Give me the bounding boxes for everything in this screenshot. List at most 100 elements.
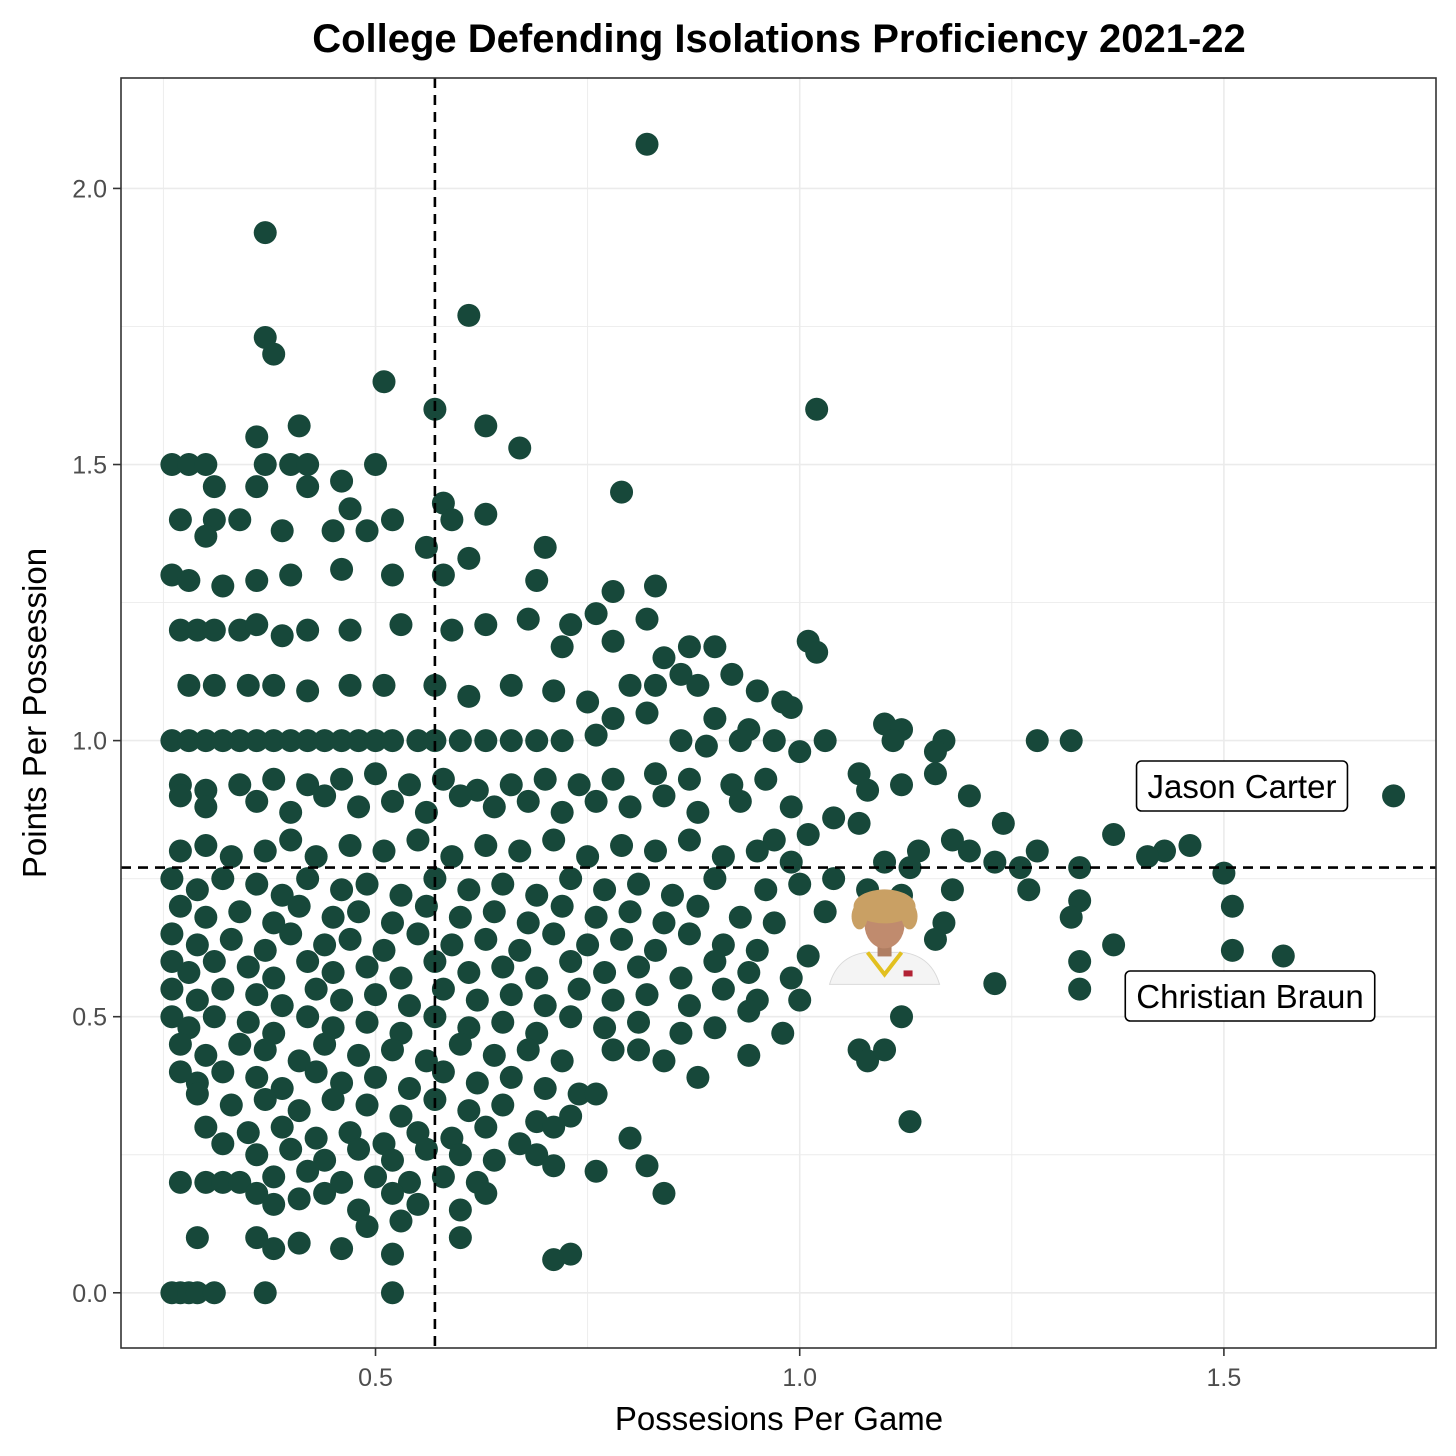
data-point [347,1043,371,1067]
data-point [610,480,634,504]
data-point [559,949,583,973]
data-point [431,977,455,1001]
data-point [228,900,252,924]
data-point [364,983,388,1007]
data-point [168,1170,192,1194]
data-point [330,767,354,791]
data-point [516,607,540,631]
data-point [330,1170,354,1194]
data-point [211,729,235,753]
data-point [338,927,362,951]
data-point [228,1032,252,1056]
data-point [440,618,464,642]
data-point [686,1065,710,1089]
annotation-label: Christian Braun [1124,970,1376,1022]
data-point [643,673,667,697]
data-point [635,607,659,631]
data-point [720,662,744,686]
data-point [923,740,947,764]
data-point [1102,822,1126,846]
data-point [559,1104,583,1128]
data-point [728,789,752,813]
data-point [474,729,498,753]
data-point [940,878,964,902]
data-point [822,806,846,830]
data-point [533,994,557,1018]
data-point [686,894,710,918]
data-point [211,977,235,1001]
data-point [287,1187,311,1211]
data-point [202,1281,226,1305]
data-point [559,1005,583,1029]
data-point [431,563,455,587]
data-point [593,961,617,985]
data-point [677,767,701,791]
data-point [762,911,786,935]
data-point [245,425,269,449]
data-point [185,1082,209,1106]
data-point [694,734,718,758]
data-point [499,1065,523,1089]
data-point [448,1143,472,1167]
data-point [380,563,404,587]
data-point [491,872,515,896]
data-point [499,983,523,1007]
data-point [652,784,676,808]
data-point [618,1126,642,1150]
data-point [330,988,354,1012]
data-point [168,1060,192,1084]
data-point [1017,878,1041,902]
data-point [474,414,498,438]
data-point [296,1005,320,1029]
data-point [703,867,727,891]
data-point [347,795,371,819]
data-point [423,673,447,697]
data-point [584,1159,608,1183]
data-point [364,729,388,753]
data-point [177,961,201,985]
data-point [262,966,286,990]
data-point [296,773,320,797]
headshot-figure [828,889,941,985]
data-point [194,1170,218,1194]
data-point [593,1016,617,1040]
data-point [270,1076,294,1100]
data-point [550,894,574,918]
data-point [177,673,201,697]
data-point [779,966,803,990]
data-point [584,1082,608,1106]
data-point [245,568,269,592]
data-point [185,1281,209,1305]
data-point [338,834,362,858]
data-point [1025,839,1049,863]
data-point [448,784,472,808]
data-point [304,977,328,1001]
data-point [677,635,701,659]
data-point [465,988,489,1012]
data-point [550,635,574,659]
data-point [474,927,498,951]
data-point [211,1060,235,1084]
x-axis-ticks: 0.5 1.0 1.5 [358,1348,1241,1392]
y-axis-ticks: 0.0 0.5 1.0 1.5 2.0 [72,175,121,1308]
flag-patch [903,970,913,977]
data-point [584,789,608,813]
data-point [474,1181,498,1205]
data-point [321,961,345,985]
data-point [711,845,735,869]
data-point [296,475,320,499]
data-point [601,767,625,791]
data-point [279,1137,303,1161]
data-point [474,613,498,637]
data-point [890,773,914,797]
data-point [618,795,642,819]
data-point [643,839,667,863]
data-point [364,1065,388,1089]
data-point [677,828,701,852]
data-point [711,977,735,1001]
data-point [372,839,396,863]
data-point [414,1049,438,1073]
data-point [601,580,625,604]
annotation-text: Jason Carter [1148,768,1337,805]
data-point [576,690,600,714]
